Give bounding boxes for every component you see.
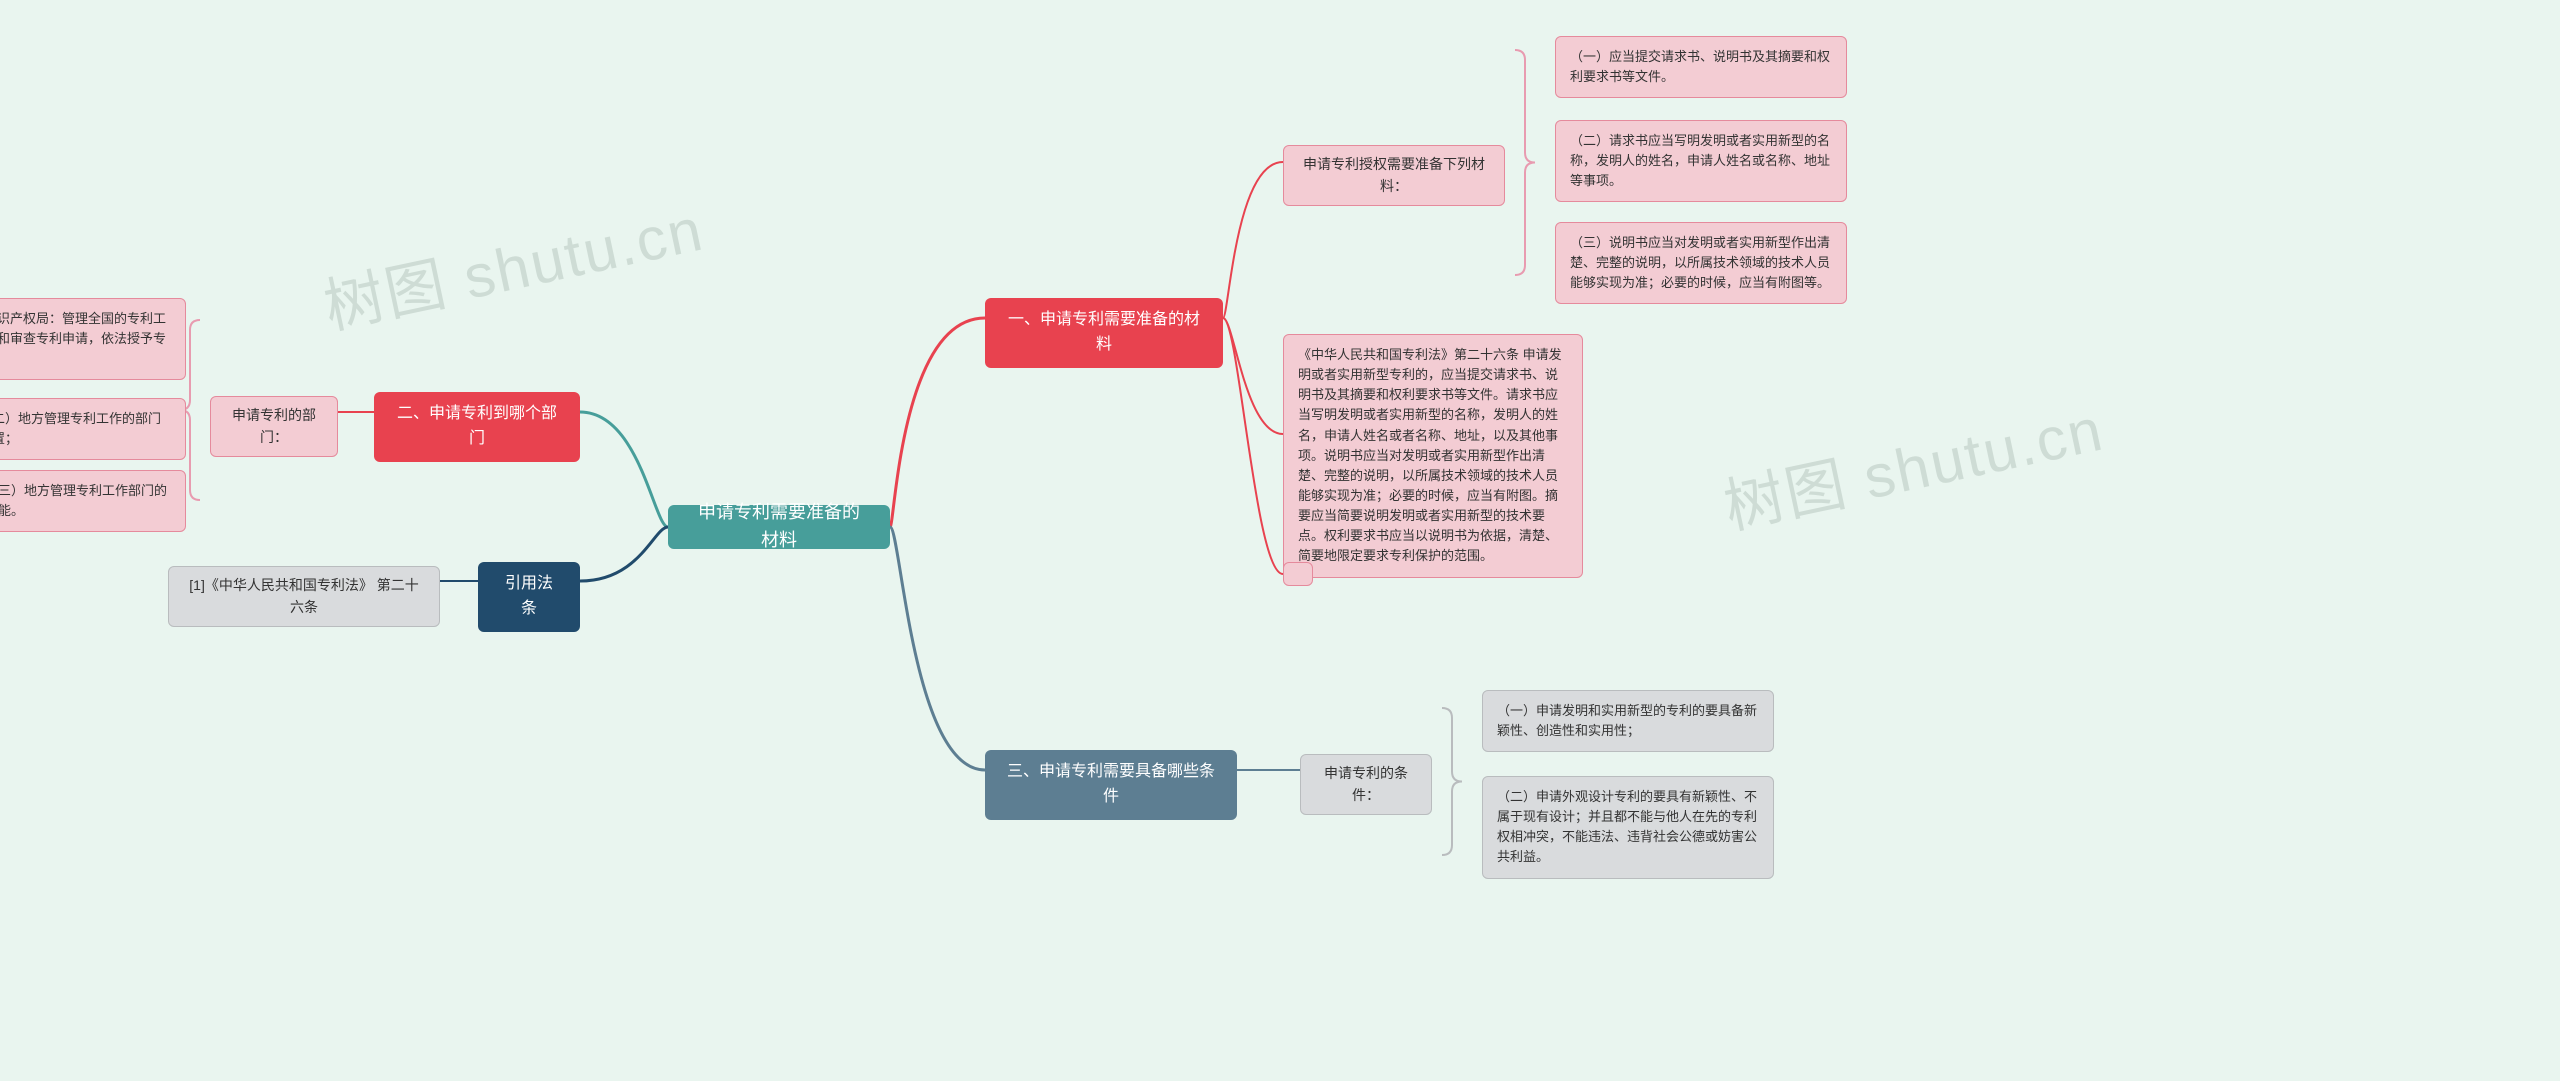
subnode-b1s2[interactable]: 《中华人民共和国专利法》第二十六条 申请发明或者实用新型专利的，应当提交请求书、… (1283, 334, 1583, 578)
leaf-b3s1b[interactable]: （二）申请外观设计专利的要具有新颖性、不属于现有设计；并且都不能与他人在先的专利… (1482, 776, 1774, 879)
leaf-b1s1b[interactable]: （二）请求书应当写明发明或者实用新型的名称，发明人的姓名，申请人姓名或名称、地址… (1555, 120, 1847, 202)
leaf-b2s1c[interactable]: （三）地方管理专利工作部门的职能。 (0, 470, 186, 532)
subnode-b4s1[interactable]: [1]《中华人民共和国专利法》 第二十六条 (168, 566, 440, 627)
leaf-b1s1c[interactable]: （三）说明书应当对发明或者实用新型作出清楚、完整的说明，以所属技术领域的技术人员… (1555, 222, 1847, 304)
leaf-b2s1b[interactable]: （二）地方管理专利工作的部门设置； (0, 398, 186, 460)
subnode-b1s3[interactable] (1283, 562, 1313, 586)
subnode-b3s1[interactable]: 申请专利的条件： (1300, 754, 1432, 815)
branch-b1[interactable]: 一、申请专利需要准备的材料 (985, 298, 1223, 368)
leaf-b3s1a[interactable]: （一）申请发明和实用新型的专利的要具备新颖性、创造性和实用性； (1482, 690, 1774, 752)
branch-b2[interactable]: 二、申请专利到哪个部门 (374, 392, 580, 462)
leaf-b1s1a[interactable]: （一）应当提交请求书、说明书及其摘要和权利要求书等文件。 (1555, 36, 1847, 98)
subnode-b1s1[interactable]: 申请专利授权需要准备下列材料： (1283, 145, 1505, 206)
connectors-layer (0, 0, 2560, 1081)
subnode-b2s1[interactable]: 申请专利的部门： (210, 396, 338, 457)
mindmap-root[interactable]: 申请专利需要准备的材料 (668, 505, 890, 549)
branch-b4[interactable]: 引用法条 (478, 562, 580, 632)
branch-b3[interactable]: 三、申请专利需要具备哪些条件 (985, 750, 1237, 820)
leaf-b2s1a[interactable]: （一）国家知识产权局：管理全国的专利工作，统一受理和审查专利申请，依法授予专利权… (0, 298, 186, 380)
